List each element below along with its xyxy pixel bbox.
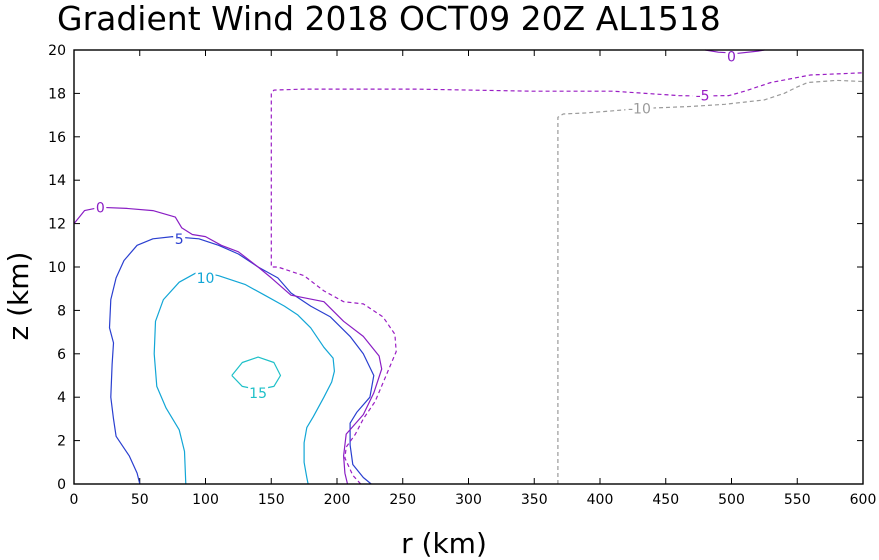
y-tick-label: 2 [57, 434, 66, 450]
y-tick-label: 20 [48, 43, 66, 59]
plot-frame [73, 49, 864, 485]
contour-line-10-1 [153, 270, 335, 485]
x-axis-label: r (km) [401, 527, 487, 560]
contour-label-bg [195, 269, 216, 286]
contour-line-15-0 [231, 356, 282, 391]
contour-label-0: 0 [96, 200, 105, 216]
contour-label-5: 5 [175, 232, 184, 248]
contour-label-bg [692, 87, 713, 104]
contour-line-0-6 [705, 49, 765, 54]
y-tick-label: 10 [48, 260, 66, 276]
contour-label-bg [725, 48, 738, 65]
x-tick-label: 0 [70, 492, 79, 508]
chart-title: Gradient Wind 2018 OCT09 20Z AL1518 [57, 0, 721, 38]
y-tick-label: 4 [57, 390, 66, 406]
contour-line-neg10-5 [557, 79, 864, 484]
ticks-layer: 0 50 100 150 200 250 300 350 400 450 500 550 6000246… [48, 43, 876, 508]
x-tick-label: 350 [521, 492, 548, 508]
x-tick-label: 150 [258, 492, 285, 508]
contour-label-15: 15 [249, 386, 267, 402]
contour-label-bg [173, 230, 186, 247]
y-tick-label: 18 [48, 86, 66, 102]
contour-label-neg5: -5 [696, 89, 710, 105]
x-tick-label: 600 [850, 492, 877, 508]
y-tick-label: 6 [57, 347, 66, 363]
x-tick-label: 100 [192, 492, 219, 508]
x-tick-label: 400 [587, 492, 614, 508]
x-tick-label: 50 [131, 492, 149, 508]
x-tick-label: 500 [718, 492, 745, 508]
x-tick-label: 300 [455, 492, 482, 508]
contour-line-0-3 [73, 206, 383, 485]
contour-label-0: 0 [727, 50, 736, 66]
contour-label-neg10: -10 [628, 102, 651, 118]
contour-label-bg [625, 100, 654, 117]
y-tick-label: 12 [48, 217, 66, 233]
y-tick-label: 8 [57, 303, 66, 319]
contours-layer [73, 49, 864, 485]
contour-line-5-2 [108, 236, 375, 485]
x-tick-label: 200 [324, 492, 351, 508]
contour-label-bg [94, 199, 107, 216]
y-tick-label: 14 [48, 173, 66, 189]
y-axis-label: z (km) [2, 252, 35, 341]
x-tick-label: 550 [784, 492, 811, 508]
y-tick-label: 16 [48, 130, 66, 146]
contour-line-neg5-4 [270, 72, 864, 485]
x-tick-label: 450 [652, 492, 679, 508]
contour-labels-layer: 15 10 5 0 -5 -10 0 [94, 48, 738, 402]
contour-label-10: 10 [197, 271, 215, 287]
y-tick-label: 0 [57, 477, 66, 493]
contour-label-bg [248, 384, 269, 401]
x-tick-label: 250 [389, 492, 416, 508]
